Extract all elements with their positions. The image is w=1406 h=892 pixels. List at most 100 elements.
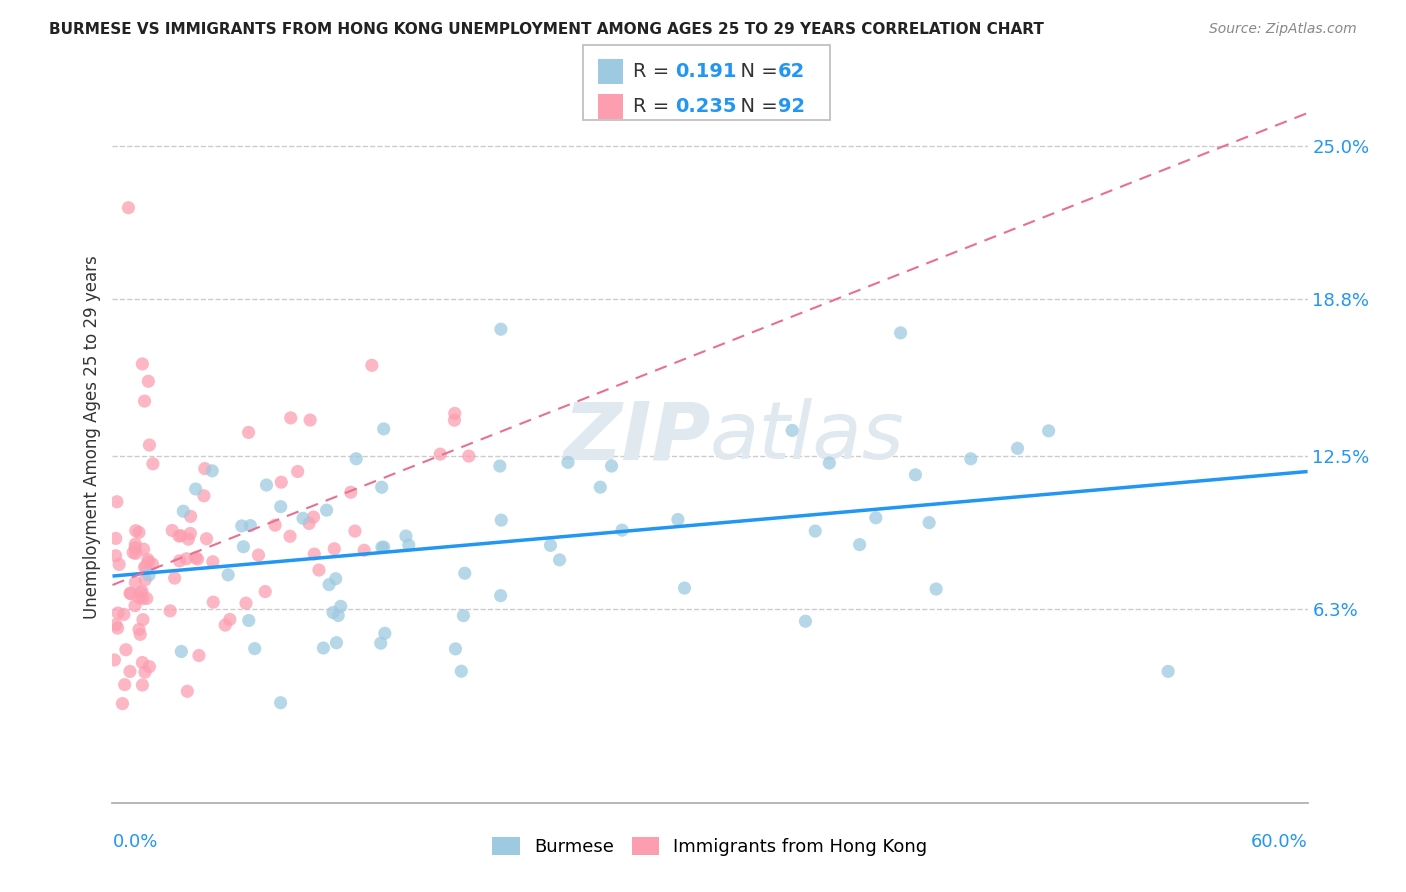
Point	[443, 413, 465, 427]
Text: R =: R =	[633, 97, 675, 116]
Point	[818, 456, 841, 470]
Point	[167, 529, 190, 543]
Point	[186, 552, 208, 566]
Point	[395, 529, 418, 543]
Point	[343, 524, 366, 538]
Legend: Burmese, Immigrants from Hong Kong: Burmese, Immigrants from Hong Kong	[485, 830, 935, 863]
Point	[184, 550, 207, 565]
Point	[548, 553, 571, 567]
Point	[132, 613, 155, 627]
Point	[540, 538, 562, 552]
Point	[129, 627, 152, 641]
Point	[489, 589, 512, 603]
Text: 0.0%: 0.0%	[112, 832, 157, 851]
Point	[112, 607, 135, 622]
Point	[138, 659, 160, 673]
Point	[104, 549, 127, 563]
Point	[129, 586, 152, 600]
Point	[600, 458, 623, 473]
Point	[128, 525, 150, 540]
Point	[134, 394, 156, 409]
Point	[589, 480, 612, 494]
Point	[131, 357, 153, 371]
Point	[323, 541, 346, 556]
Point	[188, 648, 211, 663]
Point	[138, 374, 160, 388]
Point	[673, 581, 696, 595]
Point	[193, 489, 215, 503]
Point	[865, 510, 887, 524]
Point	[238, 425, 260, 440]
Point	[118, 665, 141, 679]
Point	[370, 636, 392, 650]
Point	[340, 485, 363, 500]
Point	[179, 526, 201, 541]
Point	[136, 552, 159, 566]
Point	[115, 642, 138, 657]
Y-axis label: Unemployment Among Ages 25 to 29 years: Unemployment Among Ages 25 to 29 years	[83, 255, 101, 619]
Point	[194, 461, 217, 475]
Point	[134, 665, 156, 680]
Text: Source: ZipAtlas.com: Source: ZipAtlas.com	[1209, 22, 1357, 37]
Point	[135, 559, 157, 574]
Point	[111, 697, 134, 711]
Point	[344, 451, 367, 466]
Point	[444, 641, 467, 656]
Point	[489, 322, 512, 336]
Point	[489, 458, 512, 473]
Point	[124, 537, 146, 551]
Point	[142, 457, 165, 471]
Point	[134, 560, 156, 574]
Point	[243, 641, 266, 656]
Point	[794, 614, 817, 628]
Point	[247, 548, 270, 562]
Text: 62: 62	[778, 62, 804, 80]
Point	[666, 512, 689, 526]
Point	[176, 684, 198, 698]
Point	[124, 575, 146, 590]
Point	[429, 447, 451, 461]
Point	[117, 201, 139, 215]
Point	[138, 438, 160, 452]
Point	[218, 612, 240, 626]
Point	[124, 541, 146, 555]
Point	[610, 523, 633, 537]
Point	[128, 623, 150, 637]
Point	[450, 664, 472, 678]
Point	[322, 606, 344, 620]
Point	[131, 656, 153, 670]
Point	[131, 584, 153, 599]
Point	[890, 326, 912, 340]
Text: R =: R =	[633, 62, 675, 80]
Point	[120, 586, 142, 600]
Point	[398, 538, 420, 552]
Point	[270, 500, 292, 514]
Point	[231, 519, 253, 533]
Point	[114, 678, 136, 692]
Text: 60.0%: 60.0%	[1251, 832, 1308, 851]
Point	[292, 511, 315, 525]
Point	[235, 596, 257, 610]
Point	[254, 584, 277, 599]
Point	[287, 465, 309, 479]
Point	[170, 529, 193, 543]
Point	[239, 518, 262, 533]
Point	[104, 617, 127, 632]
Point	[103, 653, 125, 667]
Point	[304, 547, 326, 561]
Text: 92: 92	[778, 97, 804, 116]
Point	[256, 478, 278, 492]
Point	[177, 532, 200, 546]
Point	[959, 451, 981, 466]
Text: atlas: atlas	[710, 398, 905, 476]
Text: 0.191: 0.191	[675, 62, 737, 80]
Point	[128, 591, 150, 605]
Point	[108, 558, 131, 572]
Point	[107, 621, 129, 635]
Point	[325, 636, 347, 650]
Point	[904, 467, 927, 482]
Point	[170, 644, 193, 658]
Point	[491, 513, 513, 527]
Point	[329, 599, 352, 614]
Point	[1007, 442, 1029, 456]
